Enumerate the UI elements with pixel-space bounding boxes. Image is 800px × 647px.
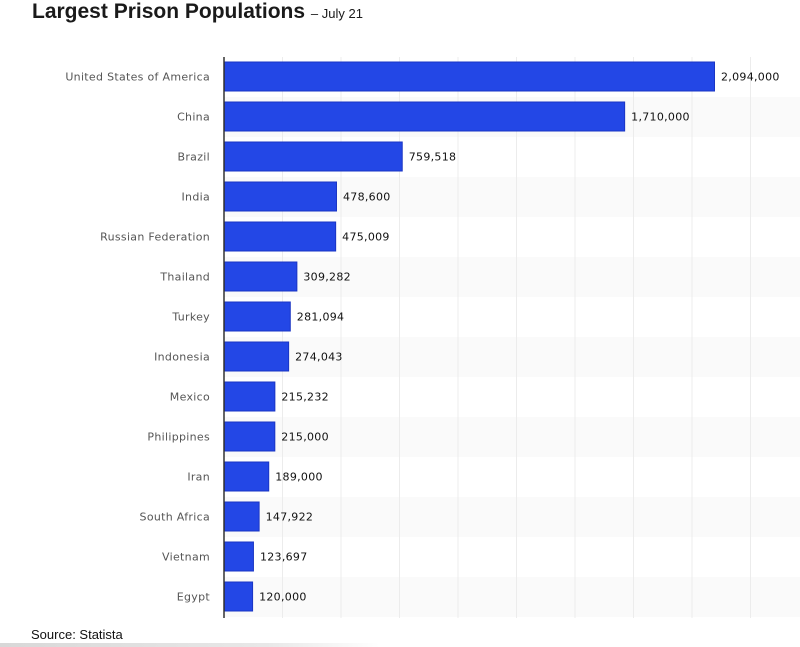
bar <box>224 501 260 532</box>
bar <box>224 341 290 372</box>
category-label: Mexico <box>170 391 210 404</box>
bar <box>224 101 626 132</box>
value-label: 215,232 <box>281 391 329 404</box>
bar <box>224 61 715 92</box>
bar <box>224 581 254 612</box>
row-band <box>224 497 800 537</box>
bottom-shadow <box>0 643 380 647</box>
bar <box>224 181 337 212</box>
category-label: United States of America <box>65 71 210 84</box>
category-label: Indonesia <box>154 351 210 364</box>
category-label: South Africa <box>140 511 210 524</box>
value-label: 281,094 <box>297 311 345 324</box>
value-label: 478,600 <box>343 191 391 204</box>
value-label: 274,043 <box>295 351 343 364</box>
source-note: Source: Statista <box>31 627 123 642</box>
category-label: China <box>177 111 210 124</box>
bars <box>224 61 715 612</box>
value-label: 147,922 <box>266 511 314 524</box>
chart-title-main: Largest Prison Populations <box>32 0 306 23</box>
category-label: Thailand <box>159 271 210 284</box>
category-label: Turkey <box>171 311 210 324</box>
value-label: 189,000 <box>275 471 323 484</box>
row-band <box>224 417 800 457</box>
value-label: 309,282 <box>303 271 351 284</box>
bar <box>224 301 291 332</box>
value-label: 215,000 <box>281 431 329 444</box>
bar <box>224 381 276 412</box>
value-label: 1,710,000 <box>631 111 690 124</box>
value-label: 123,697 <box>260 551 308 564</box>
category-label: India <box>182 191 211 204</box>
bar <box>224 421 276 452</box>
bar <box>224 141 403 172</box>
bar <box>224 221 337 252</box>
category-label: Vietnam <box>162 551 210 564</box>
value-label: 475,009 <box>342 231 390 244</box>
category-label: Iran <box>187 471 210 484</box>
category-labels: United States of America China Brazil India… <box>65 71 210 604</box>
value-label: 120,000 <box>259 591 307 604</box>
bar <box>224 261 298 292</box>
category-label: Russian Federation <box>100 231 210 244</box>
value-label: 759,518 <box>409 151 457 164</box>
value-label: 2,094,000 <box>721 71 780 84</box>
row-band <box>224 337 800 377</box>
row-band <box>224 577 800 617</box>
chart-subtitle: – July 21 <box>310 6 363 21</box>
row-band <box>224 257 800 297</box>
category-label: Egypt <box>177 591 211 604</box>
category-label: Brazil <box>178 151 211 164</box>
category-label: Philippines <box>147 431 210 444</box>
bar <box>224 541 254 572</box>
bar <box>224 461 270 492</box>
value-labels: 2,094,000 1,710,000 759,518 478,600 475,009 3… <box>259 71 780 604</box>
chart-title: Largest Prison Populations – July 21 <box>32 0 363 24</box>
